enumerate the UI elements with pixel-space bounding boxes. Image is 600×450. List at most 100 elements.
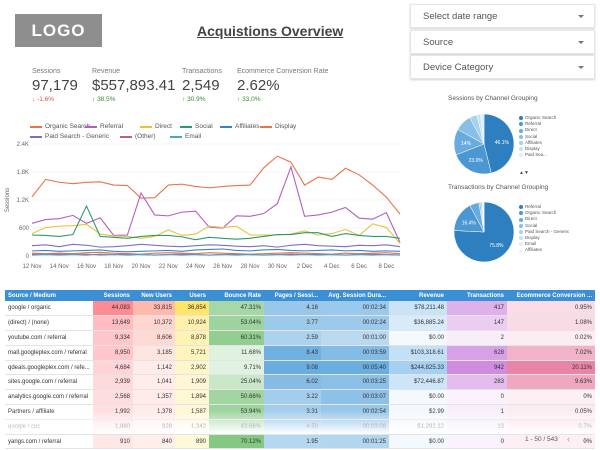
pie-legend-swatch: [519, 128, 523, 133]
pie-legend-pager[interactable]: ▲▼: [519, 170, 529, 176]
x-tick-label: 4 Dec: [324, 264, 340, 270]
y-tick-label: 0: [26, 254, 30, 260]
table-cell: 2,902: [175, 360, 209, 376]
kpi-value: 2,549: [182, 77, 220, 94]
pie-slice: [483, 113, 515, 174]
legend-item[interactable]: Direct: [140, 123, 172, 130]
column-header[interactable]: Bounce Rate: [209, 290, 264, 301]
column-header[interactable]: Source / Medium: [5, 290, 93, 301]
legend-label: (Other): [135, 133, 156, 140]
pie-legend-label: Affiliates: [525, 247, 542, 253]
legend-label: Referral: [100, 123, 124, 130]
table-cell: 1,909: [175, 374, 209, 391]
table-cell: 840: [133, 434, 175, 450]
series-line: [31, 248, 401, 253]
legend-item[interactable]: Referral: [85, 123, 123, 130]
pie-data-label: 14%: [461, 141, 472, 147]
table-cell: 417: [447, 301, 507, 317]
legend-item[interactable]: Organic Search: [30, 123, 90, 130]
legend-item[interactable]: Display: [260, 123, 296, 130]
column-header[interactable]: New Users: [133, 290, 175, 301]
legend-label: Affiliates: [235, 123, 260, 130]
pie-legend-label: Organic Search: [525, 210, 557, 216]
column-header[interactable]: Sessions: [93, 290, 133, 301]
pie-legend-swatch: [519, 211, 523, 216]
table-cell: 00:03:59: [321, 345, 389, 361]
table-cell: 11.68%: [209, 345, 264, 361]
kpi-value: 97,179: [32, 77, 78, 94]
y-axis-label: Sessions: [5, 188, 11, 212]
pie-legend-swatch: [519, 205, 523, 210]
table-cell: $0.00: [389, 330, 447, 346]
pie-slice: [453, 201, 515, 263]
table-row[interactable]: mall.googleplex.com / referral 8,950 3,185…: [5, 345, 595, 361]
column-header[interactable]: Revenue: [389, 290, 447, 301]
pie-legend-item: Display: [519, 235, 569, 241]
kpi-value: 2.62%: [237, 77, 280, 94]
y-tick-label: 1.2K: [17, 198, 29, 204]
date-range-dropdown[interactable]: Select date range: [410, 4, 595, 28]
logo: LOGO: [15, 14, 102, 47]
acquisition-table: Source / Medium Sessions New Users Users Bou…: [5, 290, 595, 450]
chevron-down-icon: [578, 66, 584, 69]
pie-data-label: 75.8%: [489, 243, 504, 249]
table-row[interactable]: sites.google.com / referral 2,939 1,041 1,9…: [5, 374, 595, 391]
x-tick-label: 8 Dec: [379, 264, 395, 270]
column-header[interactable]: Users: [175, 290, 209, 301]
table-cell: google / organic: [5, 301, 93, 317]
column-header[interactable]: Transactions: [447, 290, 507, 301]
table-cell: 00:01:25: [321, 434, 389, 450]
x-tick-label: 12 Nov: [22, 264, 41, 270]
legend-item[interactable]: Paid Search - Generic: [30, 133, 109, 140]
pie-legend-label: Social: [525, 222, 538, 228]
table-cell: 00:01:00: [321, 330, 389, 346]
table-cell: 628: [447, 345, 507, 361]
table-cell: 3.22: [264, 389, 321, 406]
device-category-dropdown[interactable]: Device Category: [410, 55, 595, 79]
table-row[interactable]: analytics.google.com / referral 2,568 1,35…: [5, 389, 595, 406]
transactions-pie-legend: Referral Organic Search Direct Social Paid S…: [519, 204, 569, 254]
pie-legend-label: Paid Search - Generic: [525, 228, 570, 234]
kpi-change: ↓ -1.6%: [32, 96, 55, 103]
table-cell: 4,684: [93, 360, 133, 376]
table-cell: yangs.com / referral: [5, 434, 93, 450]
device-category-label: Device Category: [423, 62, 494, 73]
legend-item[interactable]: Email: [170, 133, 201, 140]
table-cell: 00:02:34: [321, 301, 389, 317]
table-cell: 00:02:24: [321, 315, 389, 332]
kpi-label: Ecommerce Conversion Rate: [237, 68, 329, 75]
pie-legend-item: Paid Search - Generic: [519, 229, 569, 235]
legend-swatch: [170, 135, 182, 138]
legend-swatch: [120, 135, 132, 138]
prev-page-icon[interactable]: ‹: [567, 434, 570, 444]
table-cell: mall.googleplex.com / referral: [5, 345, 93, 361]
pie-legend-item: Referral: [519, 121, 556, 127]
legend-item[interactable]: Affiliates: [220, 123, 259, 130]
kpi-label: Revenue: [92, 68, 121, 75]
next-page-icon[interactable]: ›: [584, 434, 587, 444]
pie-legend-swatch: [519, 242, 523, 247]
pie-legend-swatch: [519, 217, 523, 222]
pie-legend-label: Referral: [525, 121, 542, 127]
series-line: [31, 165, 401, 243]
column-header[interactable]: Avg. Session Dura...: [321, 290, 389, 301]
legend-item[interactable]: (Other): [120, 133, 156, 140]
table-cell: 9.08: [264, 360, 321, 376]
table-cell: 2,568: [93, 389, 133, 406]
table-cell: analytics.google.com / referral: [5, 389, 93, 406]
column-header[interactable]: Pages / Sessi...: [264, 290, 321, 301]
table-row[interactable]: google / organic 44,083 33,815 36,854 47.31%…: [5, 301, 595, 317]
table-cell: 0%: [507, 434, 595, 450]
table-row[interactable]: yangs.com / referral 910 840 890 70.12% 1.95 0…: [5, 434, 595, 450]
table-row[interactable]: qdeals.googleplex.com / refe... 4,684 1,14…: [5, 360, 595, 376]
series-line: [31, 155, 401, 215]
pie-legend-item: Affiliates: [519, 140, 556, 146]
x-tick-label: 22 Nov: [159, 264, 178, 270]
table-row[interactable]: youtube.com / referral 9,334 8,606 8,878 60.…: [5, 330, 595, 346]
table-row[interactable]: (direct) / (none) 13,649 10,372 10,924 53.04…: [5, 315, 595, 332]
legend-item[interactable]: Social: [180, 123, 213, 130]
source-dropdown[interactable]: Source: [410, 30, 595, 54]
x-tick-label: 6 Dec: [351, 264, 367, 270]
table-header-row: Source / Medium Sessions New Users Users Bou…: [5, 290, 595, 301]
column-header[interactable]: Ecommerce Conversion ...: [507, 290, 595, 301]
